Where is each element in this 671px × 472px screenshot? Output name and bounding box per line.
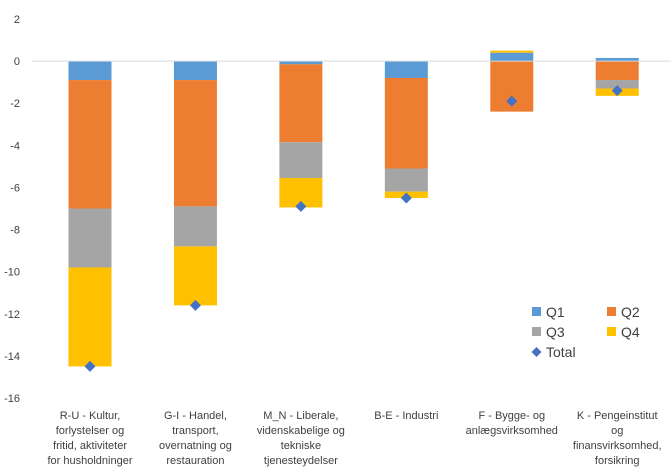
x-axis: R-U - Kultur, forlystelser og fritid, akti… bbox=[47, 410, 661, 467]
category-label-line: K - Pengeinstitut bbox=[577, 410, 658, 422]
bar-q2 bbox=[279, 64, 323, 143]
y-axis: 2 0 -2 -4 -6 -8 -10 -12 -14 -16 bbox=[4, 14, 20, 405]
bar-q4 bbox=[68, 267, 112, 367]
category-label: G-I - Handel, transport, overnatning og res… bbox=[159, 410, 232, 467]
bar-q3 bbox=[384, 168, 428, 192]
y-tick-label: 2 bbox=[14, 14, 20, 26]
y-tick-label: -8 bbox=[10, 225, 20, 237]
total-marker bbox=[611, 85, 623, 97]
total-marker bbox=[400, 192, 412, 204]
category-label-line: overnatning og bbox=[159, 440, 232, 452]
category-label-line: videnskabelige og bbox=[257, 425, 345, 437]
category-label: K - Pengeinstitut og finansvirksomhed, fors… bbox=[573, 410, 662, 467]
category-label-line: restauration bbox=[166, 455, 224, 467]
category-label-line: og bbox=[611, 425, 623, 437]
bar-q4 bbox=[490, 50, 534, 53]
category-label-line: tjenesteydelser bbox=[264, 455, 338, 467]
total-marker bbox=[295, 200, 307, 212]
category-label: B-E - Industri bbox=[374, 410, 438, 422]
legend-swatch bbox=[532, 307, 541, 316]
bar-q2 bbox=[68, 80, 112, 209]
total-markers bbox=[84, 85, 623, 372]
category-label-line: R-U - Kultur, bbox=[60, 410, 121, 422]
category-label-line: for husholdninger bbox=[47, 455, 132, 467]
bar-q4 bbox=[173, 246, 217, 306]
bar-q2 bbox=[595, 61, 639, 81]
bar-q3 bbox=[595, 80, 639, 89]
category-label-line: M_N - Liberale, bbox=[263, 410, 338, 422]
y-tick-label: -2 bbox=[10, 98, 20, 110]
category-label-line: fritid, aktiviteter bbox=[53, 440, 127, 452]
total-marker bbox=[189, 299, 201, 311]
legend-swatch bbox=[532, 327, 541, 336]
bar-q2 bbox=[384, 77, 428, 169]
category-label-line: anlægsvirksomhed bbox=[466, 425, 558, 437]
legend-swatch bbox=[607, 307, 616, 316]
legend: Q1 Q2 Q3 Q4 Total bbox=[531, 304, 640, 360]
bar-q1 bbox=[279, 61, 323, 65]
legend-swatch bbox=[531, 347, 542, 357]
y-tick-label: -10 bbox=[4, 267, 20, 279]
bar-q3 bbox=[279, 142, 323, 178]
bar-q2 bbox=[173, 80, 217, 207]
category-label-line: G-I - Handel, bbox=[164, 410, 227, 422]
bar-q1 bbox=[384, 61, 428, 78]
y-tick-label: 0 bbox=[14, 56, 20, 68]
total-marker bbox=[506, 95, 518, 107]
bar-q1 bbox=[595, 57, 639, 62]
category-label-line: F - Bygge- og bbox=[478, 410, 545, 422]
legend-label: Q3 bbox=[546, 324, 565, 340]
category-label: M_N - Liberale, videnskabelige og tekniske… bbox=[257, 410, 345, 467]
category-label-line: forlystelser og bbox=[56, 425, 124, 437]
bar-q1 bbox=[490, 52, 534, 62]
legend-label: Total bbox=[546, 344, 576, 360]
bar-q3 bbox=[68, 208, 112, 268]
category-label-line: finansvirksomhed, bbox=[573, 440, 662, 452]
category-label-line: transport, bbox=[172, 425, 218, 437]
y-tick-label: -14 bbox=[4, 351, 20, 363]
category-label-line: B-E - Industri bbox=[374, 410, 438, 422]
y-tick-label: -12 bbox=[4, 309, 20, 321]
bar-q1 bbox=[68, 61, 112, 81]
legend-label: Q1 bbox=[546, 304, 565, 320]
category-label: R-U - Kultur, forlystelser og fritid, akti… bbox=[47, 410, 132, 467]
bar-q1 bbox=[173, 61, 217, 81]
bar-q3 bbox=[173, 206, 217, 247]
category-label: F - Bygge- og anlægsvirksomhed bbox=[466, 410, 558, 437]
total-marker bbox=[84, 360, 96, 372]
bars bbox=[68, 50, 639, 367]
y-tick-label: -4 bbox=[10, 140, 20, 152]
legend-swatch bbox=[607, 327, 616, 336]
legend-label: Q4 bbox=[621, 324, 640, 340]
y-tick-label: -6 bbox=[10, 182, 20, 194]
legend-label: Q2 bbox=[621, 304, 640, 320]
y-tick-label: -16 bbox=[4, 393, 20, 405]
category-label-line: forsikring bbox=[595, 455, 640, 467]
category-label-line: tekniske bbox=[281, 440, 321, 452]
